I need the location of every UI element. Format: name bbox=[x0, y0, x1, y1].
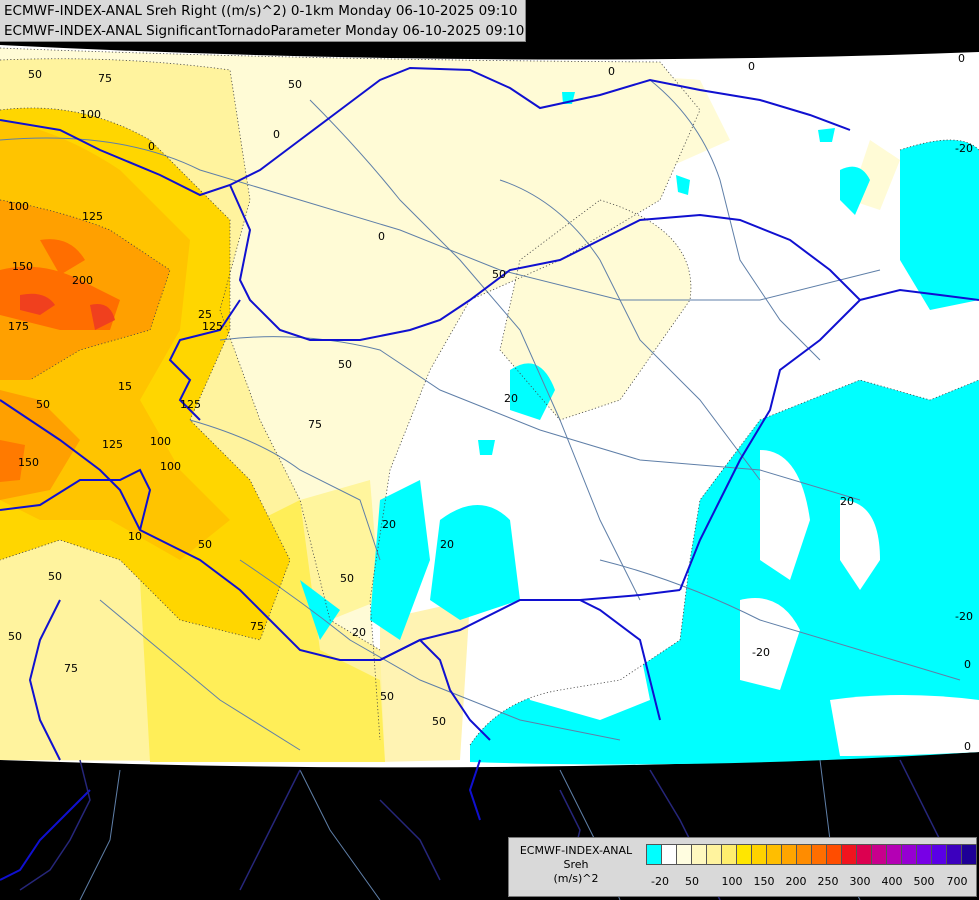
contour-label: 125 bbox=[180, 398, 201, 411]
legend-swatch bbox=[811, 844, 827, 865]
legend-tick-label: -20 bbox=[651, 875, 669, 888]
contour-label: 20 bbox=[440, 538, 454, 551]
contour-label: 20 bbox=[382, 518, 396, 531]
legend-swatch bbox=[871, 844, 887, 865]
contour-label: 0 bbox=[148, 140, 155, 153]
legend-swatch bbox=[901, 844, 917, 865]
contour-label: 0 bbox=[748, 60, 755, 73]
contour-label: 200 bbox=[72, 274, 93, 287]
color-legend: ECMWF-INDEX-ANAL Sreh (m/s)^2 -20 50 100 15… bbox=[508, 837, 977, 897]
legend-ticks: -20 50 100 150 200 250 300 400 500 700 bbox=[646, 875, 976, 889]
legend-swatch bbox=[676, 844, 692, 865]
contour-label: 50 bbox=[338, 358, 352, 371]
legend-swatch bbox=[646, 844, 662, 865]
contour-label: 50 bbox=[28, 68, 42, 81]
contour-label: -20 bbox=[752, 646, 770, 659]
legend-tick-label: 50 bbox=[685, 875, 699, 888]
contour-label: 50 bbox=[492, 268, 506, 281]
contour-label: 125 bbox=[102, 438, 123, 451]
contour-label: 0 bbox=[273, 128, 280, 141]
legend-swatch bbox=[721, 844, 737, 865]
contour-label: 20 bbox=[840, 495, 854, 508]
legend-swatch bbox=[691, 844, 707, 865]
contour-label: 50 bbox=[380, 690, 394, 703]
legend-swatches bbox=[646, 844, 977, 865]
contour-label: 150 bbox=[12, 260, 33, 273]
legend-swatch bbox=[916, 844, 932, 865]
map-title-sreh: ECMWF-INDEX-ANAL Sreh Right ((m/s)^2) 0-… bbox=[4, 3, 518, 19]
contour-label: 20 bbox=[504, 392, 518, 405]
contour-label: 50 bbox=[340, 572, 354, 585]
contour-label: 50 bbox=[48, 570, 62, 583]
contour-label: 100 bbox=[8, 200, 29, 213]
legend-tick-label: 700 bbox=[946, 875, 968, 888]
contour-label: 0 bbox=[378, 230, 385, 243]
contour-label: 10 bbox=[128, 530, 142, 543]
contour-label: 50 bbox=[288, 78, 302, 91]
contour-label: 0 bbox=[958, 52, 965, 65]
contour-label: 125 bbox=[202, 320, 223, 333]
legend-swatch bbox=[841, 844, 857, 865]
legend-swatch bbox=[781, 844, 797, 865]
map-title-box: ECMWF-INDEX-ANAL Sreh Right ((m/s)^2) 0-… bbox=[0, 0, 526, 42]
legend-tick-label: 150 bbox=[753, 875, 775, 888]
contour-label: 75 bbox=[308, 418, 322, 431]
legend-swatch bbox=[706, 844, 722, 865]
legend-tick-label: 100 bbox=[721, 875, 743, 888]
legend-swatch bbox=[766, 844, 782, 865]
contour-label: 50 bbox=[8, 630, 22, 643]
legend-tick-label: 500 bbox=[913, 875, 935, 888]
legend-tick-label: 250 bbox=[817, 875, 839, 888]
legend-swatch bbox=[886, 844, 902, 865]
contour-label: 150 bbox=[18, 456, 39, 469]
contour-label: 100 bbox=[150, 435, 171, 448]
legend-swatch bbox=[931, 844, 947, 865]
contour-labels: 50 75 100 50 0 0 0 0 0 100 125 150 200 1… bbox=[8, 52, 973, 753]
contour-label: 75 bbox=[250, 620, 264, 633]
contour-label: -20 bbox=[955, 142, 973, 155]
country-borders bbox=[0, 66, 979, 881]
legend-parameter: Sreh bbox=[563, 858, 589, 871]
field-red-orange bbox=[0, 266, 120, 330]
contour-label: 50 bbox=[198, 538, 212, 551]
contour-label: 75 bbox=[64, 662, 78, 675]
legend-model: ECMWF-INDEX-ANAL bbox=[519, 844, 633, 857]
legend-swatch bbox=[736, 844, 752, 865]
contour-label: 100 bbox=[80, 108, 101, 121]
contour-label: 100 bbox=[160, 460, 181, 473]
contour-label: 75 bbox=[98, 72, 112, 85]
contour-label: 0 bbox=[964, 658, 971, 671]
legend-swatch bbox=[661, 844, 677, 865]
contour-label: 0 bbox=[964, 740, 971, 753]
field-cyan bbox=[470, 380, 979, 765]
legend-tick-label: 400 bbox=[881, 875, 903, 888]
contour-label: 50 bbox=[36, 398, 50, 411]
legend-unit: (m/s)^2 bbox=[553, 872, 599, 885]
contour-label: 50 bbox=[432, 715, 446, 728]
contour-label: 25 bbox=[198, 308, 212, 321]
legend-title: ECMWF-INDEX-ANAL Sreh (m/s)^2 bbox=[511, 844, 641, 886]
contour-label: 15 bbox=[118, 380, 132, 393]
legend-tick-label: 200 bbox=[785, 875, 807, 888]
legend-tick-label: 300 bbox=[849, 875, 871, 888]
contour-label: 175 bbox=[8, 320, 29, 333]
legend-swatch bbox=[826, 844, 842, 865]
contours bbox=[0, 47, 979, 746]
legend-swatch bbox=[856, 844, 872, 865]
contour-label: 20 bbox=[352, 626, 366, 639]
map-title-stp: ECMWF-INDEX-ANAL SignificantTornadoParam… bbox=[4, 23, 525, 39]
contour-label: -20 bbox=[955, 610, 973, 623]
legend-swatch bbox=[751, 844, 767, 865]
contour-label: 125 bbox=[82, 210, 103, 223]
legend-swatch bbox=[961, 844, 977, 865]
legend-swatch bbox=[796, 844, 812, 865]
legend-swatch bbox=[946, 844, 962, 865]
contour-label: 0 bbox=[608, 65, 615, 78]
